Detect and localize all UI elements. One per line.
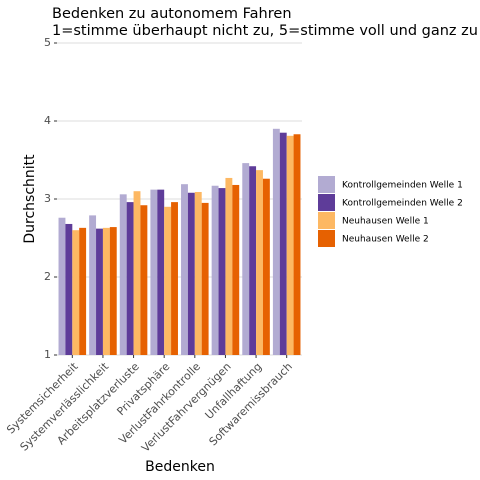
- bar: [279, 132, 287, 355]
- bar: [150, 189, 158, 355]
- bar: [109, 227, 117, 355]
- bar: [256, 170, 263, 355]
- legend-label: Neuhausen Welle 2: [342, 235, 429, 245]
- bar: [232, 184, 240, 355]
- bar: [164, 206, 172, 355]
- legend-swatch: [318, 230, 335, 247]
- legend-swatch: [318, 212, 335, 229]
- bar: [293, 134, 301, 355]
- legend-label: Kontrollgemeinden Welle 1: [342, 181, 463, 191]
- legend-label: Neuhausen Welle 1: [342, 217, 429, 227]
- bar: [249, 166, 257, 355]
- bar: [58, 217, 66, 355]
- bar: [119, 194, 127, 355]
- bar: [181, 184, 188, 355]
- bar: [171, 202, 178, 355]
- bar: [211, 185, 219, 355]
- bar: [79, 227, 87, 355]
- bar: [194, 191, 202, 355]
- bar: [133, 191, 141, 355]
- bar: [225, 177, 233, 355]
- y-tick-label: 2: [44, 270, 51, 283]
- y-tick-label: 1: [44, 348, 51, 361]
- bar: [242, 163, 250, 355]
- bar: [187, 192, 195, 355]
- bar: [72, 230, 80, 355]
- y-tick-label: 3: [44, 192, 51, 205]
- bar: [89, 215, 97, 355]
- bar: [262, 178, 270, 355]
- chart-title: Bedenken zu autonomem Fahren: [52, 6, 292, 22]
- bar: [102, 227, 110, 355]
- legend-label: Kontrollgemeinden Welle 2: [342, 199, 463, 209]
- y-tick-label: 5: [44, 36, 51, 49]
- y-tick-label: 4: [44, 114, 51, 127]
- bar: [96, 228, 103, 355]
- bar: [286, 135, 294, 355]
- legend-swatch: [318, 194, 335, 211]
- bar: [201, 202, 209, 355]
- y-axis-label: Durchschnitt: [22, 154, 38, 244]
- legend-swatch: [318, 176, 335, 193]
- bar: [126, 202, 134, 355]
- bar: [218, 188, 226, 355]
- bar: [272, 128, 280, 355]
- x-axis-label: Bedenken: [145, 459, 215, 475]
- bar: [140, 205, 148, 355]
- bar: [157, 189, 165, 355]
- chart-subtitle: 1=stimme überhaupt nicht zu, 5=stimme vo…: [52, 23, 478, 39]
- bar: [65, 223, 73, 355]
